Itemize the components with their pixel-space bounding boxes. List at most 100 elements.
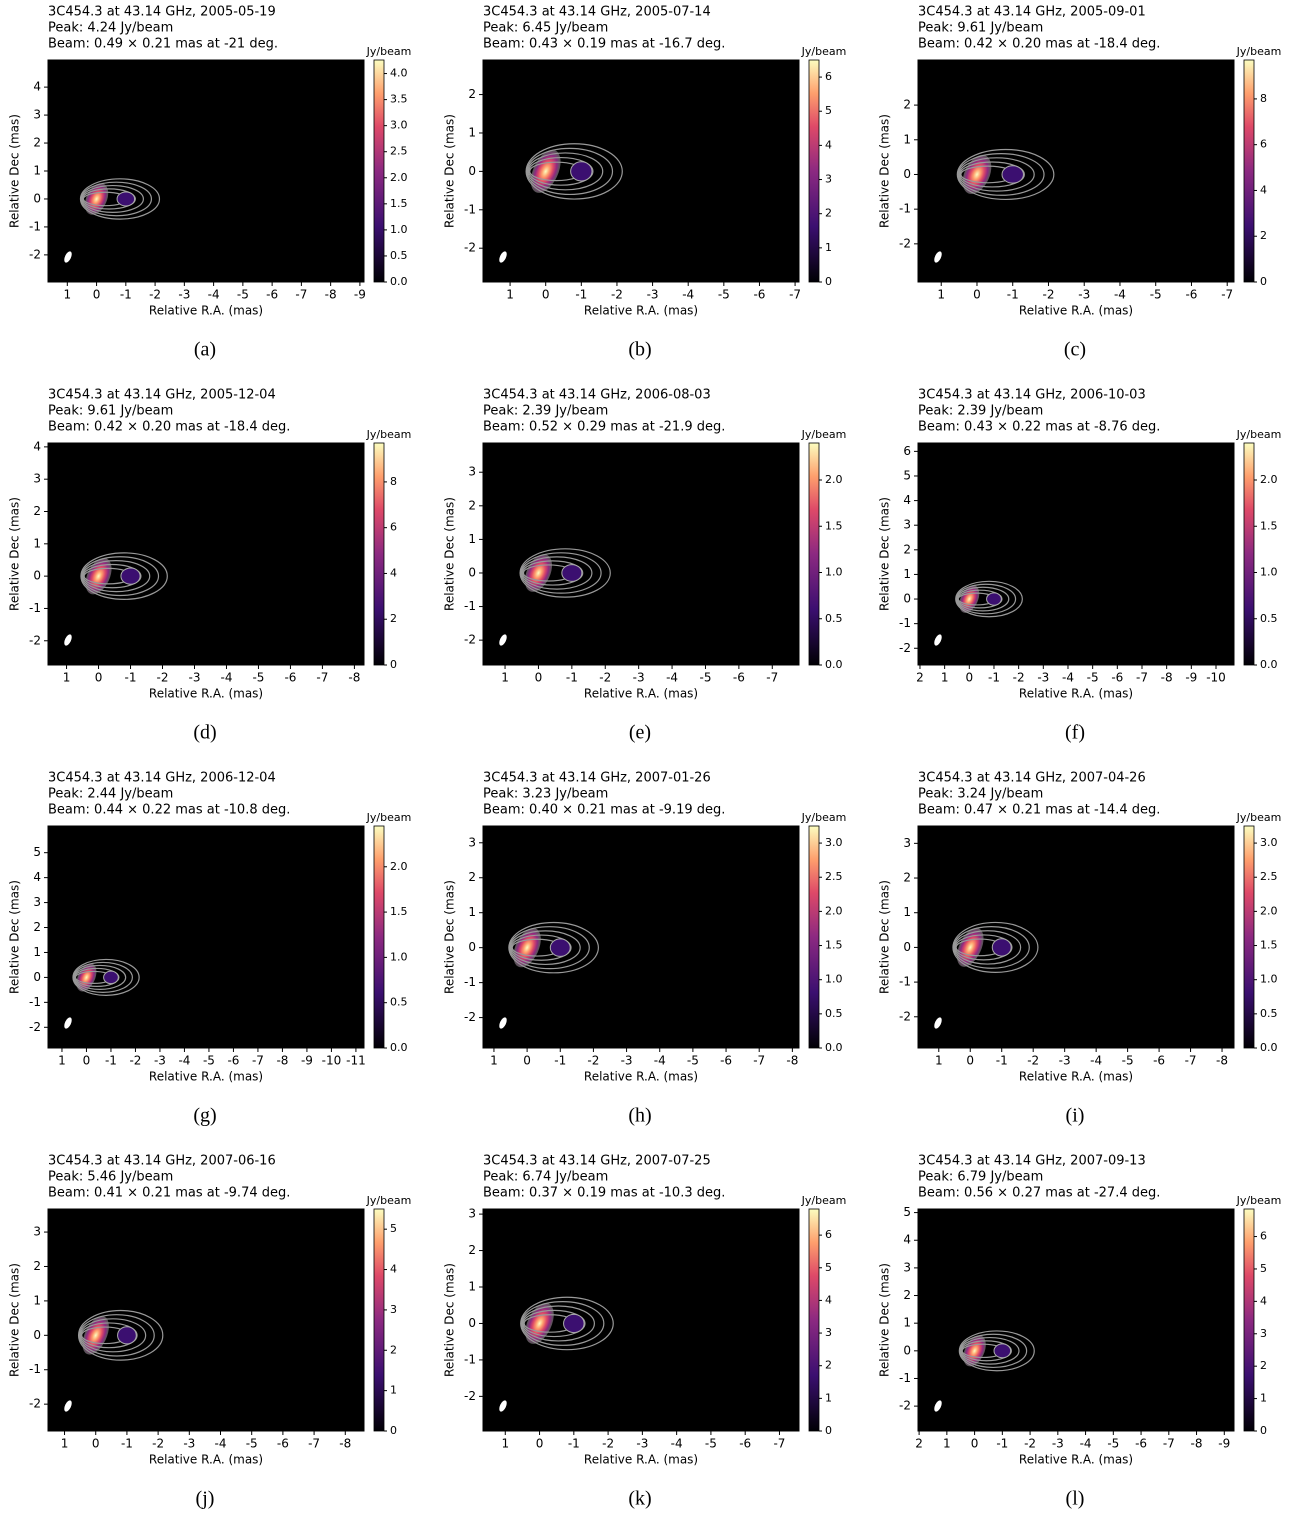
frame — [917, 442, 1235, 666]
frame — [917, 59, 1235, 283]
colorbar-tick-label: 0 — [390, 1424, 397, 1437]
x-tick-label: -9 — [354, 288, 366, 302]
y-tick-label: 2 — [903, 98, 911, 112]
contour — [959, 161, 1025, 188]
x-tick-label: -2 — [1027, 1054, 1039, 1068]
x-tick-label: 1 — [501, 671, 509, 685]
colorbar-tick-label: 4 — [1260, 1294, 1267, 1307]
knot — [993, 1343, 1012, 1359]
beam-ellipse — [64, 1400, 72, 1412]
peak-label: Peak: 6.74 Jy/beam — [483, 1170, 608, 1185]
contour — [526, 147, 614, 196]
y-tick-label: 0 — [33, 970, 41, 984]
core — [513, 928, 541, 968]
x-tick-label: 1 — [935, 1054, 943, 1068]
contour — [519, 548, 611, 598]
x-tick-label: -2 — [1013, 671, 1025, 685]
y-tick-label: 5 — [903, 468, 911, 482]
x-tick-label: 2 — [916, 671, 924, 685]
y-tick-label: 3 — [903, 836, 911, 850]
x-tick-label: 1 — [943, 1437, 951, 1451]
colorbar-tick-label: 0.0 — [390, 1041, 408, 1054]
contour — [80, 181, 153, 217]
colorbar-tick-label: 1 — [825, 1391, 832, 1404]
colorbar-tick-label: 6 — [1260, 1230, 1267, 1243]
x-tick-label: -1 — [575, 288, 587, 302]
x-axis-label: Relative R.A. (mas) — [1019, 1453, 1133, 1467]
colorbar-tick-label: 1.0 — [390, 950, 408, 963]
colorbar-tick-label: 1.0 — [825, 566, 843, 579]
x-tick-label: -2 — [149, 288, 161, 302]
panel-title: 3C454.3 at 43.14 GHz, 2007-09-13 — [918, 1154, 1146, 1169]
x-tick-label: -3 — [178, 288, 190, 302]
y-tick-label: 3 — [468, 835, 476, 849]
x-tick-label: 1 — [490, 1054, 498, 1068]
x-axis-label: Relative R.A. (mas) — [149, 1453, 263, 1467]
panel-caption: (i) — [1066, 1105, 1085, 1127]
colorbar-tick-label: 6 — [1260, 138, 1267, 151]
x-tick-label: -5 — [687, 1054, 699, 1068]
y-tick-label: 2 — [468, 870, 476, 884]
y-tick-label: -2 — [464, 1010, 476, 1024]
colorbar-tick-label: 6 — [390, 521, 397, 534]
x-tick-label: -7 — [1136, 671, 1148, 685]
colorbar-tick-label: 0 — [825, 1424, 832, 1437]
colorbar-tick-label: 1.5 — [1260, 519, 1278, 532]
colorbar-tick-label: 8 — [1260, 92, 1267, 105]
x-tick-label: -10 — [322, 1054, 342, 1068]
x-tick-label: -7 — [1163, 1437, 1175, 1451]
colorbar-tick-label: 1 — [1260, 1392, 1267, 1405]
panel-title: 3C454.3 at 43.14 GHz, 2005-05-19 — [48, 5, 276, 20]
knot — [986, 592, 1002, 606]
y-tick-label: 5 — [903, 1205, 911, 1219]
y-tick-label: -1 — [29, 601, 41, 615]
y-tick-label: 2 — [903, 871, 911, 885]
colorbar-tick-label: 4 — [825, 1293, 832, 1306]
colorbar-tick-label: 2.0 — [1260, 473, 1278, 486]
y-tick-label: -2 — [29, 1397, 41, 1411]
image-content — [934, 921, 1039, 1029]
x-tick-label: -1 — [1007, 288, 1019, 302]
colorbar-tick-label: 0.0 — [825, 1041, 843, 1054]
colorbar-tick-label: 4 — [1260, 183, 1267, 196]
panel-caption: (a) — [194, 339, 216, 361]
x-tick-label: -8 — [348, 671, 360, 685]
x-tick-label: -6 — [284, 671, 296, 685]
x-tick-label: -2 — [1042, 288, 1054, 302]
x-axis-label: Relative R.A. (mas) — [149, 304, 263, 318]
image-area — [483, 60, 799, 282]
y-tick-label: -1 — [464, 599, 476, 613]
y-tick-label: 0 — [903, 167, 911, 181]
beam-label: Beam: 0.37 × 0.19 mas at -10.3 deg. — [483, 1186, 725, 1201]
contour — [79, 1318, 147, 1353]
beam-label: Beam: 0.41 × 0.21 mas at -9.74 deg. — [48, 1186, 290, 1201]
core — [530, 149, 561, 193]
x-tick-label: 0 — [93, 288, 101, 302]
x-axis-label: Relative R.A. (mas) — [584, 1070, 698, 1084]
x-axis-label: Relative R.A. (mas) — [1019, 687, 1133, 701]
x-tick-label: -5 — [1087, 671, 1099, 685]
colorbar-tick-label: 5 — [390, 1222, 397, 1235]
colorbar-tick-label: 2 — [390, 1343, 397, 1356]
colorbar-tick-label: 0.0 — [390, 275, 408, 288]
image-area — [48, 443, 364, 665]
contour — [82, 188, 136, 210]
panel-title: 3C454.3 at 43.14 GHz, 2006-10-03 — [918, 388, 1146, 403]
y-tick-label: 3 — [903, 518, 911, 532]
colorbar-tick-label: 2 — [1260, 229, 1267, 242]
panel-caption: (b) — [628, 339, 651, 361]
y-tick-label: 3 — [468, 1207, 476, 1221]
knot — [549, 938, 571, 957]
x-tick-label: -4 — [1062, 671, 1074, 685]
colorbar-tick-label: 1.5 — [825, 939, 843, 952]
peak-label: Peak: 3.24 Jy/beam — [918, 787, 1043, 802]
colorbar-tick-label: 3.5 — [390, 93, 408, 106]
image-content — [499, 143, 623, 263]
peak-label: Peak: 4.24 Jy/beam — [48, 21, 173, 36]
